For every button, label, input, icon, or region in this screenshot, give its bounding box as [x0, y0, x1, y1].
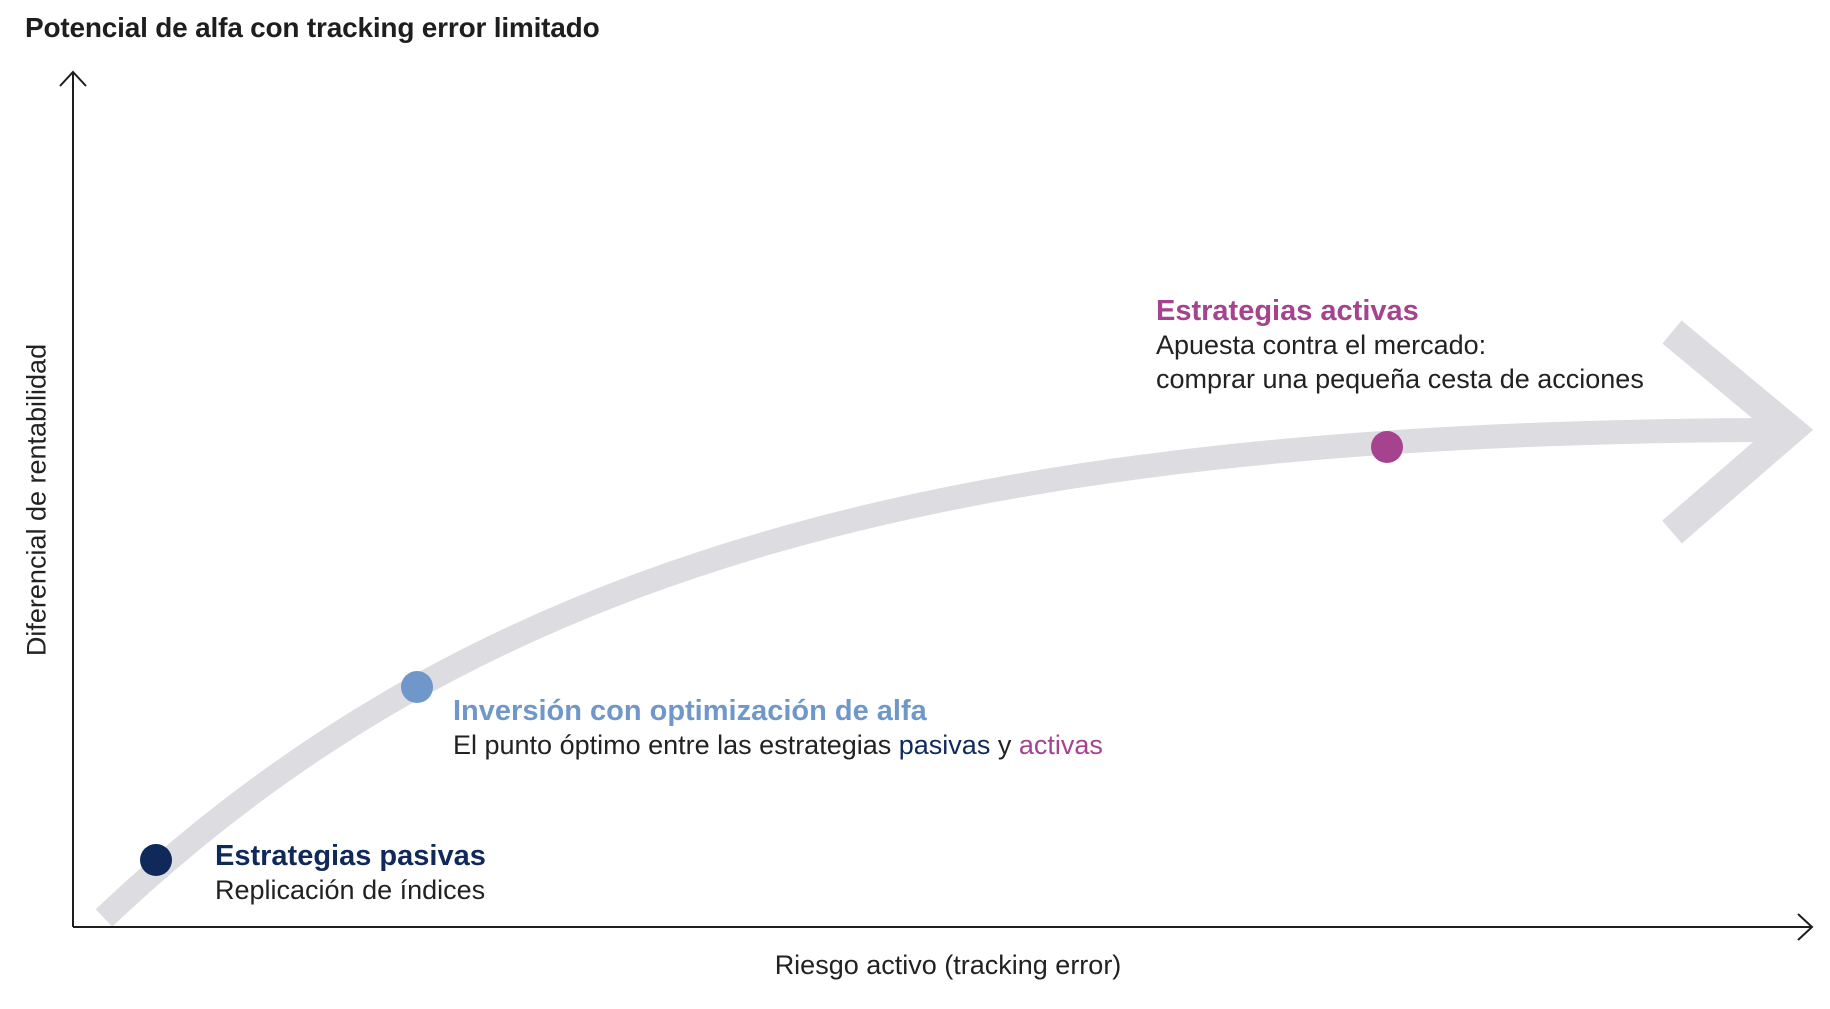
passive-description: Replicación de índices — [215, 875, 486, 905]
y-axis-label: Diferencial de rentabilidad — [21, 343, 52, 657]
optimal-description-join: y — [997, 730, 1012, 760]
x-axis-label: Riesgo activo (tracking error) — [774, 950, 1122, 980]
optimal-description: El punto óptimo entre las estrategias pa… — [453, 728, 1103, 762]
active-label-block: Estrategias activas Apuesta contra el me… — [1156, 295, 1644, 396]
optimal-description-prefix: El punto óptimo entre las estrategias — [453, 730, 892, 760]
passive-heading: Estrategias pasivas — [215, 840, 486, 872]
optimal-description-passive: pasivas — [898, 730, 991, 760]
active-description-line1: Apuesta contra el mercado: — [1156, 330, 1487, 360]
active-heading: Estrategias activas — [1156, 295, 1419, 327]
trend-curve — [95, 418, 1791, 927]
active-description-line2: comprar una pequeña cesta de acciones — [1156, 364, 1644, 394]
passive-marker — [140, 844, 172, 876]
passive-label-block: Estrategias pasivas Replicación de índic… — [215, 840, 486, 907]
x-axis-arrow-icon — [1797, 913, 1814, 941]
optimal-description-active: activas — [1018, 730, 1103, 760]
trend-arrowhead — [1662, 320, 1814, 544]
diagram-title: Potencial de alfa con tracking error lim… — [25, 12, 600, 43]
optimal-marker — [401, 671, 433, 703]
optimal-label-block: Inversión con optimización de alfa El pu… — [453, 695, 1103, 762]
y-axis-arrow-icon — [59, 70, 87, 87]
active-marker — [1371, 431, 1403, 463]
optimal-heading: Inversión con optimización de alfa — [453, 695, 927, 727]
